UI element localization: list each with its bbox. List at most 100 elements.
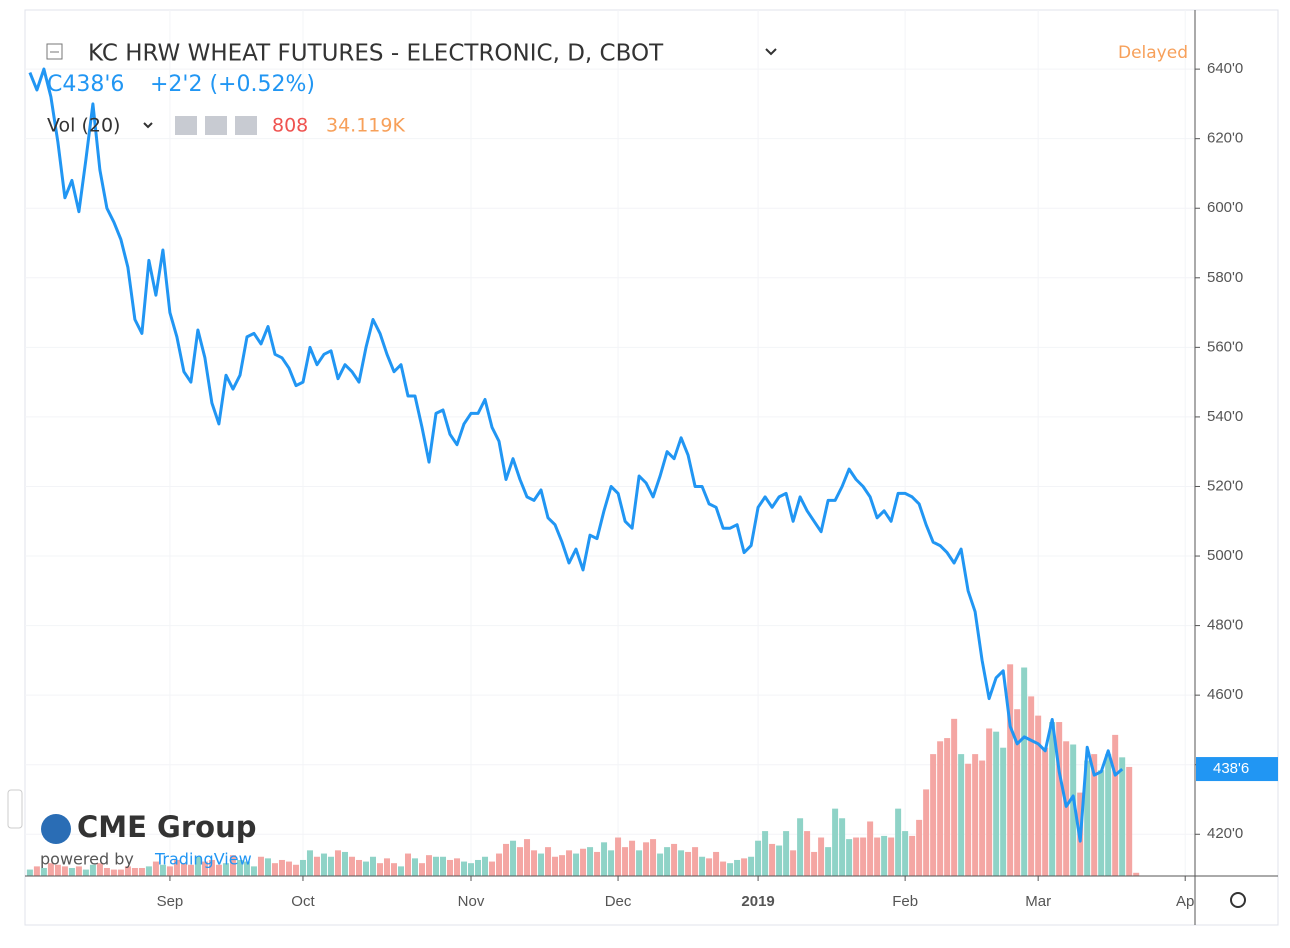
volume-bar (208, 859, 215, 876)
volume-bar (145, 866, 152, 876)
volume-bar (615, 837, 622, 876)
volume-bar (117, 869, 124, 876)
volume-bar (517, 847, 524, 876)
volume-bar (482, 856, 489, 876)
volume-bar (965, 763, 972, 876)
volume-bar (173, 859, 180, 876)
volume-bar (475, 859, 482, 876)
volume-bar (194, 856, 201, 876)
volume-bar (608, 850, 615, 876)
volume-bar (671, 843, 678, 876)
powered-by: powered by (40, 850, 134, 869)
x-tick-label: Oct (291, 893, 315, 910)
delayed-status: Delayed (1118, 43, 1188, 63)
volume-bar (124, 866, 131, 876)
side-toggle[interactable] (7, 789, 23, 829)
x-tick-label: Feb (892, 893, 918, 910)
volume-bar (1091, 754, 1098, 876)
volume-bar (54, 864, 61, 876)
volume-bar (96, 863, 103, 876)
volume-bar (881, 835, 888, 876)
volume-bar (1133, 872, 1140, 876)
volume-bar (629, 840, 636, 876)
volume-bar (678, 850, 685, 876)
volume-bar (369, 856, 376, 876)
y-tick-label: 520'0 (1207, 477, 1243, 494)
volume-bar (1049, 722, 1056, 876)
volume-bar (1063, 741, 1070, 876)
volume-bar (699, 856, 706, 876)
volume-bar (1098, 770, 1105, 876)
volume-bar (103, 867, 110, 876)
volume-bar (762, 831, 769, 876)
x-tick-label: Nov (458, 893, 485, 910)
volume-bar (355, 859, 362, 876)
collapse-icon[interactable] (46, 43, 63, 60)
volume-bar (229, 855, 236, 876)
volume-bar (82, 869, 89, 876)
volume-bar (327, 856, 334, 876)
volume-bar (818, 837, 825, 876)
volume-average: 34.119K (326, 115, 405, 137)
volume-bar (559, 855, 566, 876)
volume-bar (930, 754, 937, 876)
last-price-label: 438'6 (1213, 760, 1249, 777)
settings-icon[interactable] (205, 116, 227, 135)
volume-bar (334, 850, 341, 876)
volume-bar (734, 859, 741, 876)
volume-bar (573, 853, 580, 876)
volume-bar (243, 861, 250, 876)
volume-bar (958, 754, 965, 876)
y-tick-label: 540'0 (1207, 408, 1243, 425)
volume-bar (1126, 766, 1133, 876)
y-tick-label: 500'0 (1207, 547, 1243, 564)
volume-bar (790, 850, 797, 876)
volume-bar (1007, 664, 1014, 876)
volume-bar (201, 861, 208, 876)
volume-bar (306, 850, 313, 876)
volume-bar (860, 837, 867, 876)
volume-bar (524, 839, 531, 876)
volume-bar (341, 851, 348, 876)
volume-bar (832, 808, 839, 876)
volume-bar (937, 741, 944, 876)
volume-bar (236, 859, 243, 876)
volume-bar (75, 866, 82, 876)
volume-bar (951, 718, 958, 876)
volume-bar (664, 847, 671, 876)
volume-bar (1042, 747, 1049, 876)
volume-bar (110, 869, 117, 876)
close-icon[interactable] (235, 116, 257, 135)
volume-bar (264, 858, 271, 876)
settings-gear[interactable] (1230, 892, 1246, 908)
volume-bar (986, 728, 993, 876)
volume-bar (643, 842, 650, 876)
volume-bar (755, 840, 762, 876)
volume-bar (895, 808, 902, 876)
volume-bar (741, 858, 748, 876)
volume-bar (89, 864, 96, 876)
title-menu-icon[interactable] (765, 48, 777, 56)
volume-bar (538, 853, 545, 876)
chart-title: KC HRW WHEAT FUTURES - ELECTRONIC, D, CB… (88, 41, 664, 67)
volume-bar (846, 839, 853, 876)
volume-bar (748, 856, 755, 876)
eye-icon[interactable] (175, 116, 197, 135)
volume-bar (1014, 709, 1021, 876)
volume-bar (61, 866, 68, 876)
volume-bar (166, 866, 173, 876)
volume-bar (979, 760, 986, 876)
volume-last: 808 (272, 115, 308, 137)
volume-bar (68, 867, 75, 876)
y-tick-label: 480'0 (1207, 617, 1243, 634)
y-tick-label: 460'0 (1207, 686, 1243, 703)
y-tick-label: 580'0 (1207, 269, 1243, 286)
volume-bar (257, 856, 264, 876)
volume-menu-icon[interactable] (143, 122, 153, 129)
volume-bar (26, 869, 33, 876)
volume-bar (433, 856, 440, 876)
volume-bar (909, 835, 916, 876)
volume-bar (362, 861, 369, 876)
last-price-tag (1196, 757, 1278, 782)
